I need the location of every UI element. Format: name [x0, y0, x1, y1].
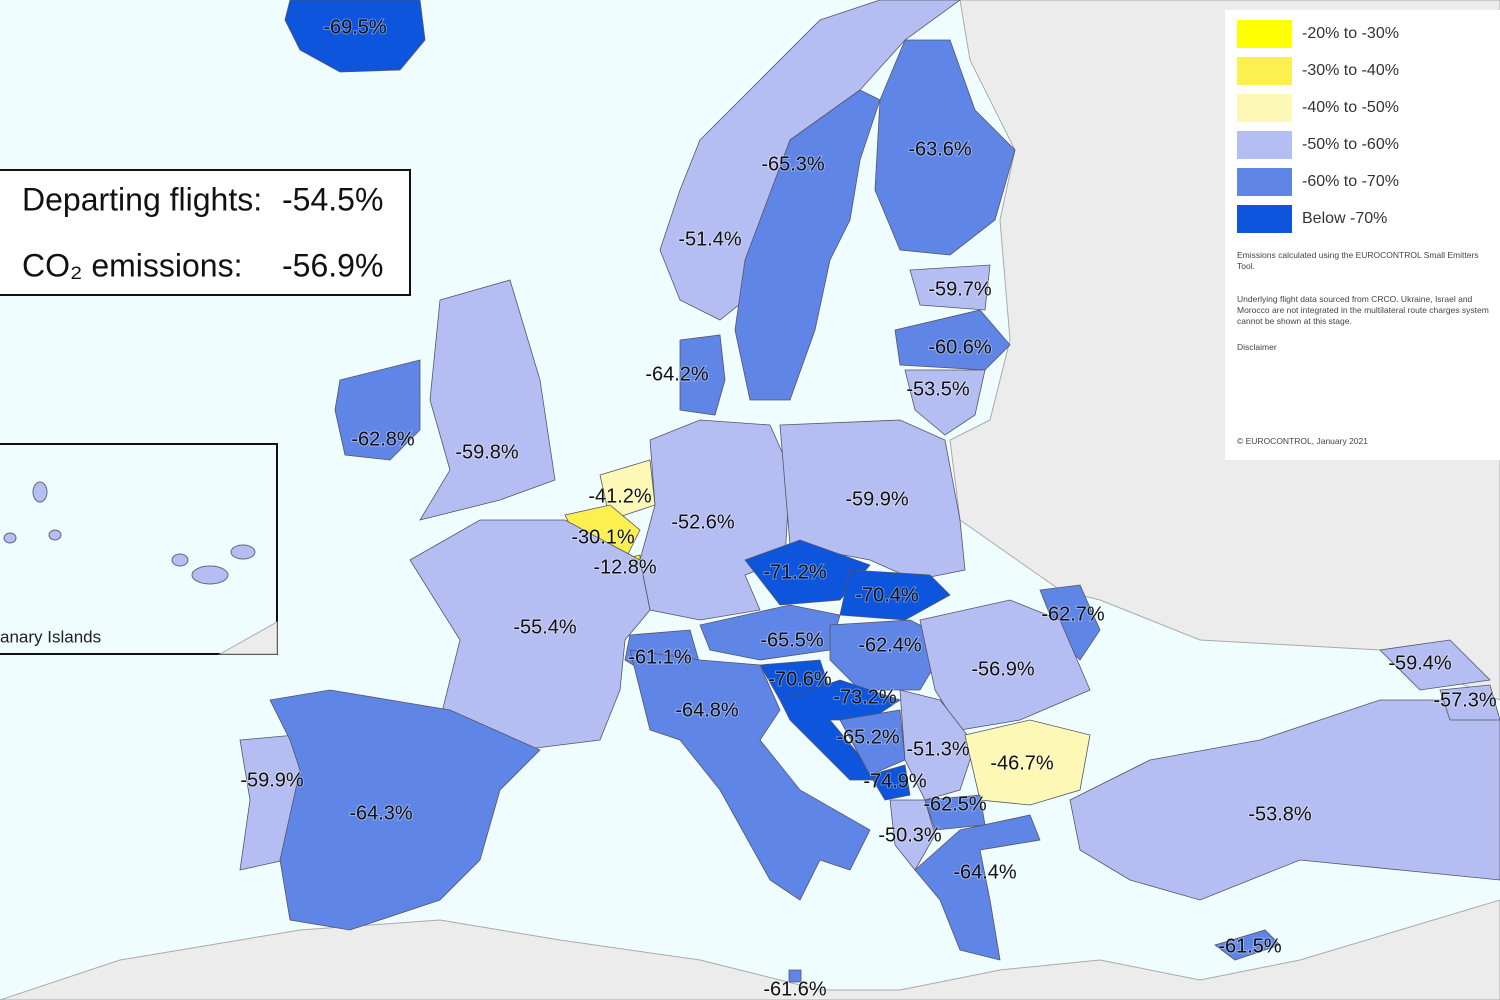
summary-label: Departing flights: — [22, 181, 262, 217]
region-label: -61.1% — [628, 646, 692, 668]
region-label: -59.8% — [455, 441, 519, 463]
region — [1439, 684, 1500, 721]
region-label: -12.8% — [593, 556, 657, 578]
region-label: -61.5% — [1218, 935, 1282, 957]
region-label: -55.4% — [513, 616, 577, 638]
region-label: -64.8% — [675, 699, 739, 721]
legend-swatch — [1237, 205, 1292, 233]
region — [874, 39, 1016, 256]
region-label: -57.3% — [1433, 689, 1497, 711]
region-label: -62.8% — [351, 428, 415, 450]
region-label: -30.1% — [571, 526, 635, 548]
note-box: Underlying flight data sourced from CRCO… — [1237, 294, 1489, 326]
region-label: -74.9% — [863, 770, 927, 792]
note-box: Disclaimer — [1237, 342, 1277, 352]
region — [419, 279, 556, 521]
region-label: -65.2% — [836, 726, 900, 748]
region — [899, 689, 976, 801]
region-label: -51.4% — [678, 228, 742, 250]
region — [788, 969, 802, 983]
legend-swatch — [1237, 131, 1292, 159]
region-label: -41.2% — [588, 485, 652, 507]
region — [1214, 929, 1281, 961]
region-label: -70.6% — [768, 668, 832, 690]
legend-label: -50% to -60% — [1302, 136, 1399, 153]
summary-box: Departing flights: -54.5% CO₂ emissions:… — [0, 169, 411, 296]
region-label: -62.7% — [1041, 603, 1105, 625]
region — [839, 569, 951, 621]
region-label: -53.8% — [1248, 803, 1312, 825]
legend-swatch — [1237, 20, 1292, 48]
region-label: -69.5% — [323, 16, 387, 38]
region-label: -53.5% — [906, 378, 970, 400]
region-label: -60.6% — [928, 336, 992, 358]
region-label: -59.9% — [845, 488, 909, 510]
region — [284, 0, 426, 73]
region — [334, 359, 421, 461]
region-label: -52.6% — [671, 511, 735, 533]
legend-swatch — [1237, 57, 1292, 85]
region — [269, 689, 541, 931]
region-label: -70.4% — [855, 584, 919, 606]
region — [1069, 699, 1500, 901]
region-label: -65.5% — [760, 629, 824, 651]
region — [904, 369, 986, 436]
region — [869, 764, 911, 801]
region-label: -71.2% — [763, 561, 827, 583]
region-label: -59.9% — [240, 769, 304, 791]
note-box: © EUROCONTROL, January 2021 — [1237, 436, 1368, 446]
region-label: -63.6% — [908, 138, 972, 160]
region-label: -56.9% — [971, 658, 1035, 680]
note: Emissions calculated using the EUROCONTR… — [1237, 250, 1479, 271]
region — [409, 519, 651, 751]
region-label: -62.5% — [923, 793, 987, 815]
region-label: -59.7% — [928, 278, 992, 300]
region-label: -64.2% — [645, 363, 709, 385]
legend-label: -20% to -30% — [1302, 25, 1399, 42]
region-label: -64.4% — [953, 861, 1017, 883]
region-label: -51.3% — [906, 738, 970, 760]
region-label: -65.3% — [761, 153, 825, 175]
inset: anary Islands — [0, 443, 278, 655]
region — [919, 599, 1091, 731]
region — [894, 309, 1011, 371]
region — [1379, 639, 1491, 691]
note: Disclaimer — [1237, 342, 1277, 352]
inset-label: anary Islands — [0, 627, 101, 646]
legend-swatch — [1237, 168, 1292, 196]
region-labels: -69.5% -51.4% -65.3% -63.6% -59.7% -60.6% -53.… — [68, 15, 1498, 1000]
legend-swatch — [1237, 94, 1292, 122]
regions — [114, 0, 1500, 983]
region — [779, 679, 901, 781]
legend-label: -60% to -70% — [1302, 173, 1399, 190]
summary-value: -56.9% — [282, 247, 383, 283]
region — [909, 264, 991, 311]
note: Underlying flight data sourced from CRCO… — [1237, 294, 1489, 326]
region-label: -50.3% — [878, 824, 942, 846]
region-label: -46.7% — [990, 752, 1054, 774]
region-label: -59.4% — [1388, 652, 1452, 674]
note-box: Emissions calculated using the EUROCONTR… — [1237, 250, 1479, 271]
summary-value: -54.5% — [282, 181, 383, 217]
region — [734, 89, 881, 401]
note: © EUROCONTROL, January 2021 — [1237, 436, 1368, 446]
region-label: -61.6% — [763, 978, 827, 1000]
region — [629, 649, 871, 901]
legend-label: Below -70% — [1302, 210, 1387, 227]
region-label: -73.2% — [833, 686, 897, 708]
region-label: -64.3% — [349, 802, 413, 824]
region-label: -62.4% — [858, 634, 922, 656]
region — [679, 334, 726, 416]
region — [829, 619, 951, 691]
legend: -20% to -30% -30% to -40% -40% to -50% -50%… — [1225, 10, 1500, 460]
region — [889, 799, 936, 871]
legend-label: -30% to -40% — [1302, 62, 1399, 79]
region — [914, 814, 1041, 961]
legend-label: -40% to -50% — [1302, 99, 1399, 116]
summary-label: CO₂ emissions: — [22, 247, 242, 283]
